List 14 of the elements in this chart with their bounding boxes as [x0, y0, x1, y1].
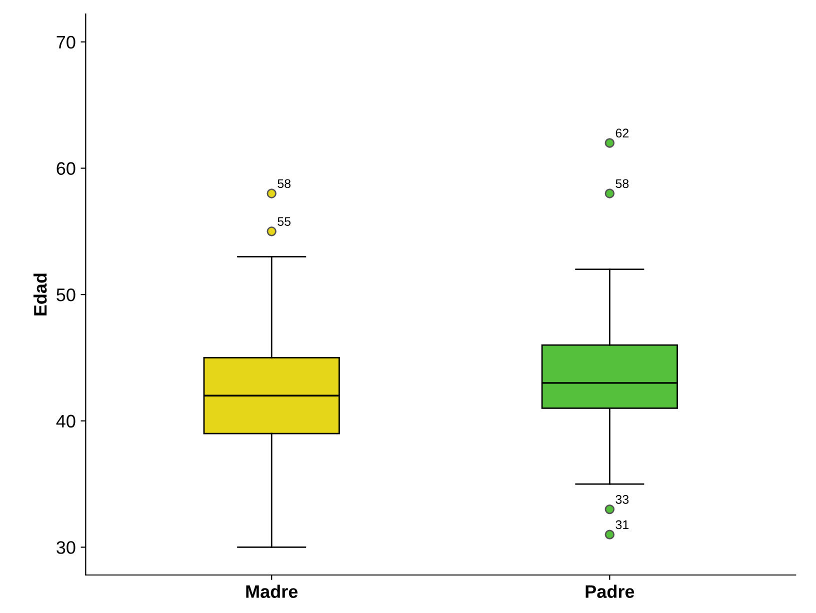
y-tick-label: 70: [56, 36, 76, 49]
annotation: 33: [616, 495, 629, 504]
annotation: 55: [278, 217, 291, 226]
y-tick-label: 40: [56, 414, 76, 428]
annotation: 58: [616, 179, 629, 188]
y-tick-label: 60: [56, 162, 76, 175]
annotation: 62: [616, 128, 628, 138]
annotation: 58: [278, 179, 291, 188]
y-tick-label: 50: [56, 288, 76, 302]
annotation: 31: [616, 520, 629, 530]
x-tick-label: Madre: [246, 584, 298, 598]
y-tick-label: 30: [56, 541, 76, 554]
y-axis-title: Edad: [33, 274, 47, 316]
x-tick-label: Padre: [586, 584, 634, 598]
